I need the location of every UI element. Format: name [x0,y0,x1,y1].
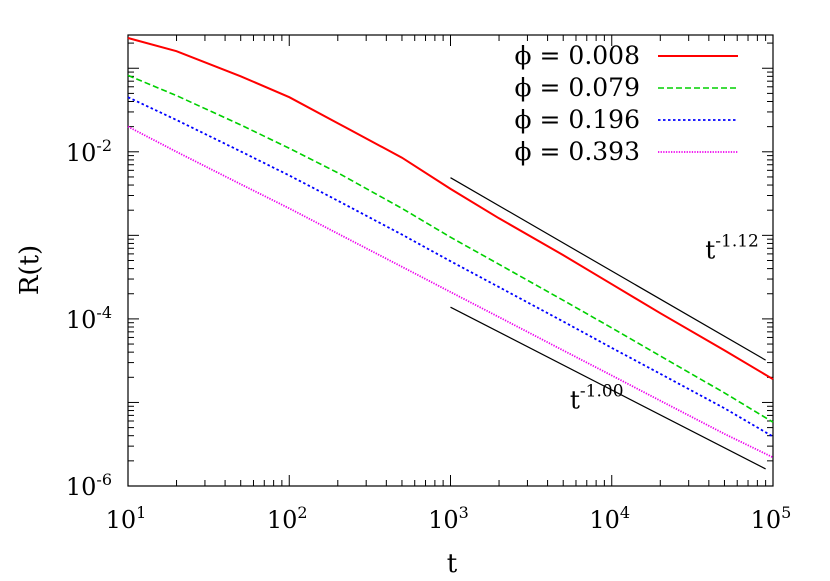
x-tick-label: 105 [751,503,792,534]
guide-label: t-1.12 [705,231,759,264]
legend-label: ϕ = 0.393 [515,137,640,166]
guide-label: t-1.00 [570,381,624,414]
y-tick-label: 10-6 [66,470,112,501]
series-line [127,74,774,423]
axis-ticks: 101 102 103 104 105 10-6 10-4 10-2 [66,35,792,534]
x-tick-label: 101 [106,503,147,534]
x-tick-label: 103 [428,503,469,534]
series-line [127,96,774,438]
legend-label: ϕ = 0.079 [515,73,640,102]
legend-label: ϕ = 0.008 [515,41,640,70]
series-layer [127,37,774,459]
x-tick-label: 102 [267,503,308,534]
series-line [127,37,774,381]
guide-line [450,306,766,470]
legend-label: ϕ = 0.196 [515,105,640,134]
series-line [127,125,774,459]
y-axis-title: R(t) [15,245,45,295]
y-tick-label: 10-2 [66,136,112,167]
legend: ϕ = 0.008 ϕ = 0.079 ϕ = 0.196 ϕ = 0.393 [515,41,738,166]
x-axis-title: t [447,549,458,579]
x-tick-label: 104 [589,503,630,534]
guide-lines: t-1.12 t-1.00 [450,177,766,470]
guide-line [450,177,766,361]
y-tick-label: 10-4 [66,303,112,334]
